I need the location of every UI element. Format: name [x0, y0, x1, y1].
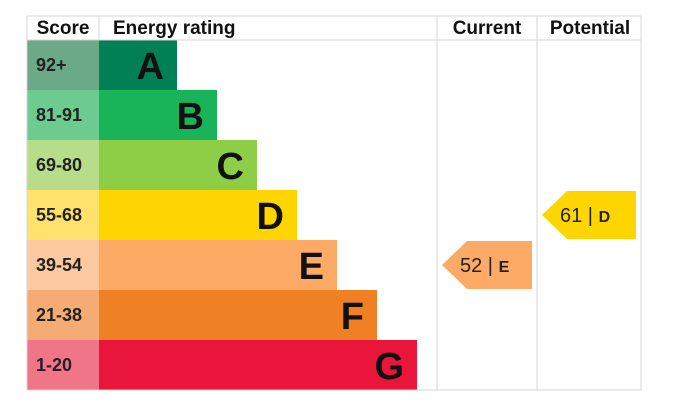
score-range-a: 92+ [36, 55, 67, 75]
score-cell-f [27, 290, 99, 340]
header-current: Current [453, 18, 522, 39]
band-letter-b: B [177, 96, 204, 138]
score-range-e: 39-54 [36, 255, 82, 275]
score-range-f: 21-38 [36, 305, 82, 325]
band-bar-e [99, 240, 337, 290]
score-cell-c [27, 140, 99, 190]
band-bar-a [99, 40, 177, 90]
band-bar-b [99, 90, 217, 140]
header-score: Score [37, 18, 90, 39]
band-bar-c [99, 140, 257, 190]
potential-indicator-arrow [542, 191, 636, 239]
band-letter-c: C [217, 146, 244, 188]
potential-indicator-value: 61 | [560, 205, 599, 227]
band-bar-d [99, 190, 297, 240]
score-cell-d [27, 190, 99, 240]
indicators-layer: 52 | E 61 | D [442, 191, 636, 289]
score-range-g: 1-20 [36, 355, 72, 375]
header-energy-rating: Energy rating [113, 18, 235, 39]
current-indicator-band: E [499, 259, 510, 276]
band-letter-g: G [374, 346, 404, 388]
current-indicator-value: 52 | [460, 255, 499, 277]
score-range-d: 55-68 [36, 205, 82, 225]
header-potential: Potential [550, 18, 630, 39]
band-bar-f [99, 290, 377, 340]
score-range-c: 69-80 [36, 155, 82, 175]
score-cell-b [27, 90, 99, 140]
band-letter-e: E [299, 246, 324, 288]
band-letter-d: D [257, 196, 284, 238]
bands-layer: 92+ A 81-91 B 69-80 C 55-68 D 39-54 E 21-38 F 1-20 G [27, 40, 417, 390]
score-cell-a [27, 40, 99, 90]
potential-indicator-label: 61 | D [560, 205, 610, 227]
band-letter-f: F [341, 296, 364, 338]
band-bar-g [99, 340, 417, 390]
grid-layer [26, 15, 642, 391]
band-letter-a: A [137, 46, 164, 88]
score-range-b: 81-91 [36, 105, 82, 125]
score-cell-g [27, 340, 99, 390]
current-indicator-label: 52 | E [460, 255, 510, 277]
current-indicator-arrow [442, 241, 532, 289]
potential-indicator-band: D [599, 209, 611, 226]
score-cell-e [27, 240, 99, 290]
